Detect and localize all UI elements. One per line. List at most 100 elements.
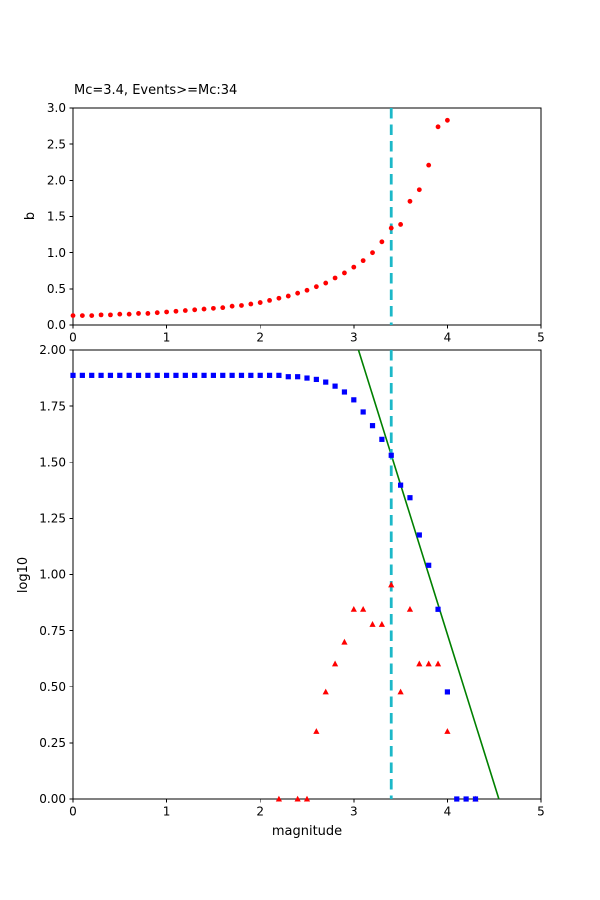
x-tick-label: 3	[350, 804, 358, 818]
data-point	[239, 303, 244, 308]
data-point	[407, 198, 413, 204]
data-point	[426, 162, 432, 168]
data-point	[182, 308, 188, 313]
data-point	[229, 372, 235, 378]
y-tick-label: 1.5	[47, 210, 66, 224]
data-point	[313, 376, 319, 383]
data-point	[303, 795, 311, 802]
data-point	[435, 606, 441, 612]
data-point	[444, 728, 451, 734]
data-point	[369, 621, 376, 627]
data-point	[388, 581, 395, 588]
data-point	[220, 305, 226, 311]
data-point	[145, 372, 151, 378]
plot-title: Mc=3.4, Events>=Mc:34	[74, 83, 238, 98]
data-point	[135, 372, 142, 378]
data-point	[192, 307, 198, 313]
y-tick-label: 1.75	[39, 399, 66, 413]
data-point	[89, 372, 95, 378]
data-point	[397, 688, 404, 695]
axes-frame	[72, 349, 542, 800]
x-tick-label: 5	[537, 330, 545, 344]
y-tick-label: 2.00	[39, 343, 66, 357]
data-point	[145, 311, 151, 316]
data-point	[164, 372, 170, 378]
data-point	[398, 222, 403, 227]
data-point	[211, 305, 216, 311]
bottom-x-axis-label: magnitude	[271, 824, 343, 839]
data-point	[154, 372, 160, 378]
data-point	[238, 372, 245, 378]
data-point	[472, 796, 479, 802]
top-y-axis-label: b	[23, 211, 38, 221]
data-point	[463, 796, 469, 802]
data-point	[79, 313, 85, 318]
data-point	[331, 660, 339, 667]
data-point	[370, 250, 375, 256]
data-point	[276, 372, 282, 378]
x-tick-label: 5	[537, 804, 545, 818]
data-point	[164, 309, 170, 315]
data-point	[351, 397, 357, 403]
data-point	[406, 605, 414, 612]
data-point	[434, 660, 442, 667]
y-tick-label: 0.75	[39, 624, 66, 638]
y-tick-label: 0.5	[47, 282, 66, 296]
data-point	[323, 379, 329, 385]
data-point	[454, 796, 460, 802]
data-point	[220, 372, 226, 378]
y-tick-label: 0.50	[39, 680, 66, 694]
data-point	[323, 280, 329, 286]
data-point	[313, 284, 319, 290]
data-point	[275, 795, 283, 802]
data-point	[201, 306, 207, 312]
fit-line	[357, 349, 500, 800]
data-point	[360, 409, 366, 415]
data-point	[248, 301, 254, 307]
data-point	[173, 308, 179, 314]
data-point	[126, 372, 132, 378]
y-tick-label: 3.0	[47, 101, 66, 115]
x-tick-label: 4	[444, 804, 452, 818]
data-point	[285, 374, 291, 380]
data-point	[266, 372, 273, 378]
data-point	[360, 605, 367, 612]
data-point	[360, 258, 366, 264]
b_value_vs_cutoff_magnitude	[70, 117, 450, 318]
y-tick-label: 1.0	[47, 246, 66, 260]
x-tick-label: 1	[163, 330, 171, 344]
data-point	[341, 638, 348, 645]
cumulative_log10_counts	[70, 372, 479, 802]
b-value-vs-cutoff-plot: 0 1 2 3 4 5 0.0 0.5 1.0 1.5 2.0 2.5 3.0	[47, 101, 545, 344]
y-tick-label: 0.00	[39, 792, 66, 806]
y-tick-label: 1.50	[39, 455, 66, 469]
data-point	[107, 372, 114, 378]
data-point	[108, 312, 113, 318]
y-tick-labels: 0.00 0.25 0.50 0.75 1.00 1.25 1.50 1.75 2.00	[39, 343, 73, 806]
frequency-magnitude-plot: 0 1 2 3 4 5 0.00 0.25 0.50 0.75 1.00 1.25 1.50 1.75 2.…	[39, 343, 545, 818]
data-point	[295, 290, 301, 296]
x-tick-labels: 0 1 2 3 4 5	[69, 325, 545, 344]
data-point	[295, 374, 301, 380]
data-point	[117, 372, 123, 378]
data-point	[98, 312, 104, 318]
data-point	[378, 621, 385, 627]
data-point	[294, 795, 301, 802]
data-point	[126, 311, 132, 317]
data-point	[304, 375, 310, 381]
data-point	[416, 187, 422, 193]
data-point	[351, 264, 357, 270]
x-tick-label: 4	[444, 330, 452, 344]
data-point	[285, 293, 291, 299]
data-point	[98, 372, 104, 378]
data-point	[369, 423, 376, 429]
data-point	[379, 436, 385, 442]
data-point	[89, 313, 95, 318]
data-point	[154, 310, 160, 316]
x-tick-labels: 0 1 2 3 4 5	[69, 799, 545, 818]
data-point	[341, 389, 348, 395]
data-point	[229, 303, 235, 309]
data-point	[210, 372, 216, 378]
data-point	[435, 124, 441, 130]
